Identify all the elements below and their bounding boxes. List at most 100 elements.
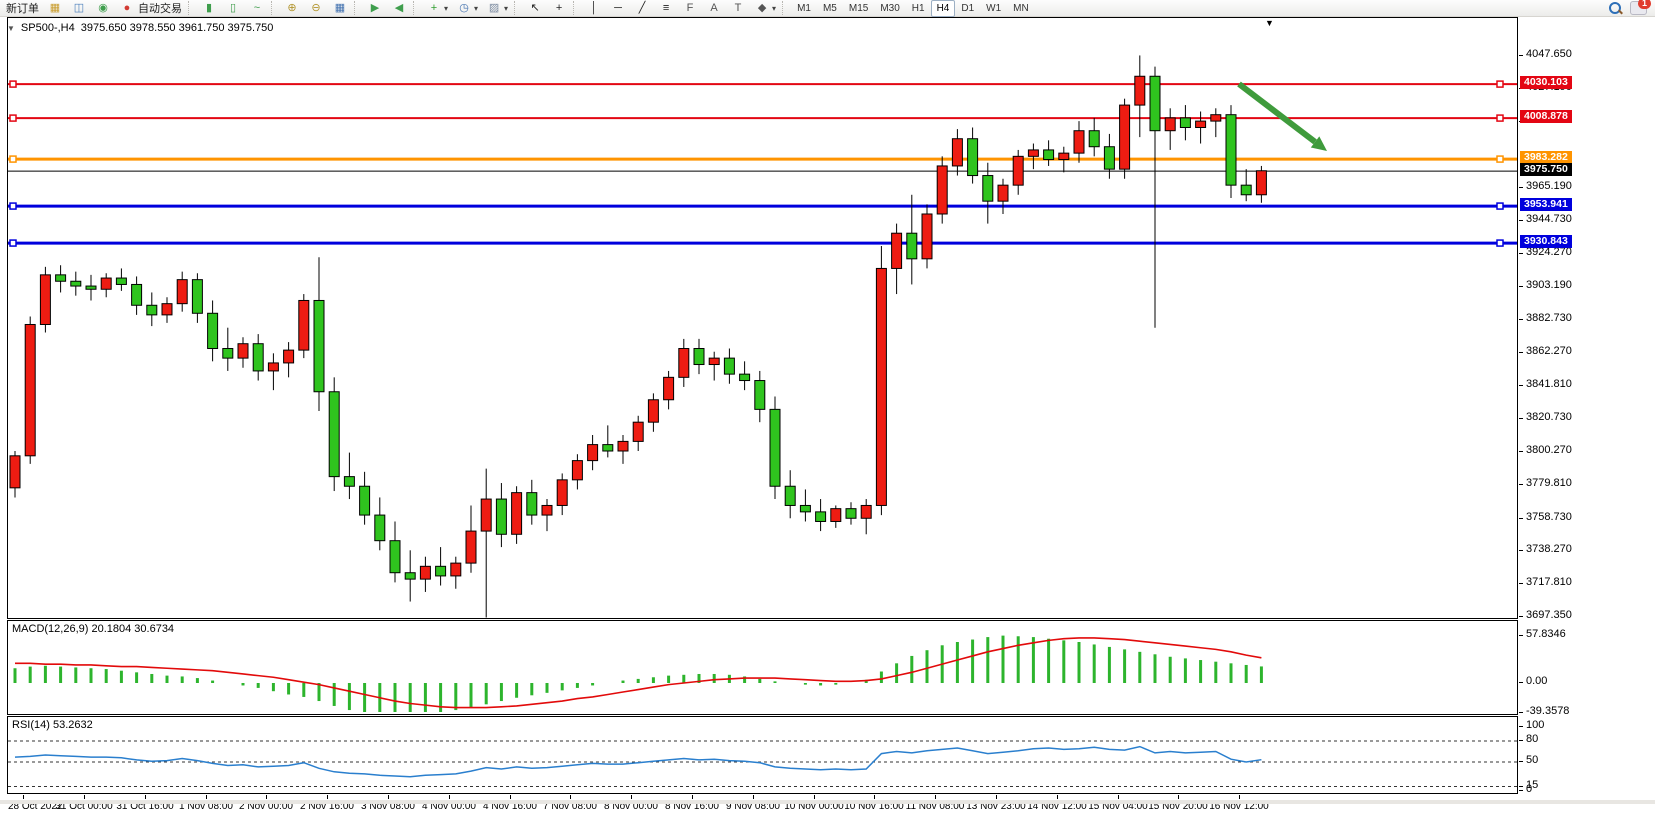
axis-tick bbox=[1519, 635, 1523, 636]
toolbar-separator bbox=[413, 1, 420, 15]
candle-chart-icon[interactable]: ▯ bbox=[221, 1, 245, 16]
time-tick bbox=[692, 795, 693, 799]
time-tick bbox=[570, 795, 571, 799]
arrows-icon[interactable]: ◆ ▾ bbox=[750, 1, 780, 16]
toolbar-right-group: 1 bbox=[1609, 0, 1655, 15]
time-tick bbox=[1118, 795, 1119, 799]
chevron-down-icon[interactable]: ▾ bbox=[772, 3, 777, 13]
tile-windows-icon[interactable]: ▦ bbox=[328, 1, 352, 16]
fibonacci-icon[interactable]: F bbox=[678, 1, 702, 16]
chart-menu-triangle-icon[interactable]: ▼ bbox=[7, 23, 15, 33]
time-tick-label: 10 Nov 16:00 bbox=[844, 801, 904, 812]
candlestick-chart bbox=[8, 55, 1517, 618]
text-icon[interactable]: A bbox=[702, 1, 726, 16]
equidistant-channel-icon[interactable]: ≡ bbox=[654, 1, 678, 16]
price-tick-label: 3841.810 bbox=[1526, 378, 1572, 390]
timeframe-button-m30[interactable]: M30 bbox=[880, 2, 900, 14]
text-label-icon[interactable]: T bbox=[726, 1, 750, 16]
price-axis[interactable]: 4047.6504027.1904006.7303965.1903944.730… bbox=[1519, 17, 1655, 821]
periods-icon[interactable]: ◷ ▾ bbox=[452, 1, 482, 16]
timeframe-button-m5[interactable]: M5 bbox=[822, 2, 837, 14]
horizontal-level-lines bbox=[8, 80, 1517, 247]
chart-title: ▼ SP500-,H4 3975.650 3978.550 3961.750 3… bbox=[7, 22, 273, 34]
trendline-icon[interactable]: ╱ bbox=[630, 1, 654, 16]
timeframe-button-h1[interactable]: H1 bbox=[911, 2, 925, 14]
profiles-icon: ▦ bbox=[49, 2, 61, 14]
price-tick-label: 4047.650 bbox=[1526, 48, 1572, 60]
new-order-button-label: 新订单 bbox=[6, 3, 39, 15]
timeframe-button-m15[interactable]: M15 bbox=[848, 2, 869, 14]
auto-scroll-icon[interactable]: ▶ bbox=[363, 1, 387, 16]
time-tick bbox=[206, 795, 207, 799]
axis-tick bbox=[1519, 790, 1523, 791]
time-tick-label: 15 Nov 04:00 bbox=[1088, 801, 1148, 812]
navigator-icon[interactable]: ◉ bbox=[91, 1, 115, 16]
toolbar-left-group: 新订单 ▦ ◫ ◉ ● 自动交易 ▮ ▯ ~ ⊕ ⊖ ▦ ▶ ◀ + ▾ ◷ ▾ ▨ ▾ ↖ + │ ─ ╱ ≡ F A T ◆ ▾ bbox=[2, 1, 791, 16]
indicators-icon[interactable]: + ▾ bbox=[422, 1, 452, 16]
time-tick bbox=[935, 795, 936, 799]
line-chart-icon: ~ bbox=[253, 2, 261, 14]
axis-tick bbox=[1519, 451, 1523, 452]
price-tick-label: 3800.270 bbox=[1526, 444, 1572, 456]
annotation-arrow bbox=[1237, 81, 1327, 151]
zoom-in-icon: ⊕ bbox=[287, 2, 297, 14]
chart-shift-icon[interactable]: ◀ bbox=[387, 1, 411, 16]
bar-chart-icon: ▮ bbox=[205, 2, 213, 14]
time-tick-label: 2 Nov 16:00 bbox=[300, 801, 354, 812]
price-tick-label: 3862.270 bbox=[1526, 345, 1572, 357]
vertical-line-icon: │ bbox=[590, 2, 598, 14]
rsi-label: RSI(14) 53.2632 bbox=[12, 719, 93, 731]
timeframe-button-m1[interactable]: M1 bbox=[797, 2, 811, 14]
bar-chart-icon[interactable]: ▮ bbox=[197, 1, 221, 16]
time-tick bbox=[327, 795, 328, 799]
timeframe-button-mn[interactable]: MN bbox=[1013, 2, 1029, 14]
templates-icon[interactable]: ▨ ▾ bbox=[482, 1, 512, 16]
new-order-button[interactable]: 新订单 bbox=[2, 1, 43, 16]
time-axis[interactable]: 28 Oct 2022 31 Oct 00:00 31 Oct 16:00 1 Nov… bbox=[7, 795, 1518, 817]
time-tick bbox=[1178, 795, 1179, 799]
chart-shift-icon: ◀ bbox=[394, 2, 404, 14]
chart-corner-marker-icon[interactable]: ▼ bbox=[1265, 18, 1274, 28]
timeframe-button-d1[interactable]: D1 bbox=[961, 2, 975, 14]
status-strip bbox=[0, 800, 1655, 804]
level-price-badge: 3930.843 bbox=[1520, 235, 1572, 248]
indicators-icon: + bbox=[430, 2, 438, 14]
chevron-down-icon[interactable]: ▾ bbox=[474, 3, 479, 13]
cursor-icon[interactable]: ↖ bbox=[523, 1, 547, 16]
chevron-down-icon[interactable]: ▾ bbox=[444, 3, 449, 13]
axis-tick bbox=[1519, 786, 1523, 787]
macd-panel[interactable]: MACD(12,26,9) 20.1804 30.6734 bbox=[7, 620, 1518, 715]
level-price-badge: 3983.282 bbox=[1520, 151, 1572, 164]
text-icon: A bbox=[710, 2, 718, 14]
chart-window: ▼ SP500-,H4 3975.650 3978.550 3961.750 3… bbox=[0, 17, 1655, 821]
price-tick-label: 3924.270 bbox=[1526, 246, 1572, 258]
search-icon[interactable] bbox=[1609, 1, 1623, 15]
rsi-tick-label: 15 bbox=[1526, 779, 1539, 791]
notifications-icon[interactable]: 1 bbox=[1630, 0, 1651, 15]
price-chart-panel[interactable] bbox=[7, 17, 1518, 619]
line-chart-icon[interactable]: ~ bbox=[245, 1, 269, 16]
axis-tick bbox=[1519, 712, 1523, 713]
time-tick-label: 16 Nov 12:00 bbox=[1209, 801, 1269, 812]
autotrading-button: ● bbox=[123, 2, 131, 14]
level-price-badge: 4008.878 bbox=[1520, 110, 1572, 123]
time-tick-label: 15 Nov 20:00 bbox=[1148, 801, 1208, 812]
time-tick-label: 31 Oct 16:00 bbox=[116, 801, 174, 812]
profiles-icon[interactable]: ▦ bbox=[43, 1, 67, 16]
macd-histogram bbox=[13, 635, 1263, 712]
autotrading-button[interactable]: ● 自动交易 bbox=[115, 1, 186, 16]
market-watch-icon[interactable]: ◫ bbox=[67, 1, 91, 16]
vertical-line-icon[interactable]: │ bbox=[582, 1, 606, 16]
chevron-down-icon[interactable]: ▾ bbox=[504, 3, 509, 13]
timeframe-button-w1[interactable]: W1 bbox=[986, 2, 1002, 14]
price-tick-label: 3717.810 bbox=[1526, 576, 1572, 588]
rsi-tick-label: 0 bbox=[1526, 783, 1533, 795]
timeframe-button-h4[interactable]: H4 bbox=[930, 0, 956, 17]
horizontal-line-icon[interactable]: ─ bbox=[606, 1, 630, 16]
zoom-in-icon[interactable]: ⊕ bbox=[280, 1, 304, 16]
axis-tick bbox=[1519, 761, 1523, 762]
rsi-panel[interactable]: RSI(14) 53.2632 bbox=[7, 716, 1518, 794]
zoom-out-icon[interactable]: ⊖ bbox=[304, 1, 328, 16]
crosshair-icon[interactable]: + bbox=[547, 1, 571, 16]
timeframe-group: M1 M5 M15 M30 H1 H4 D1 W1 MN bbox=[791, 0, 1035, 17]
